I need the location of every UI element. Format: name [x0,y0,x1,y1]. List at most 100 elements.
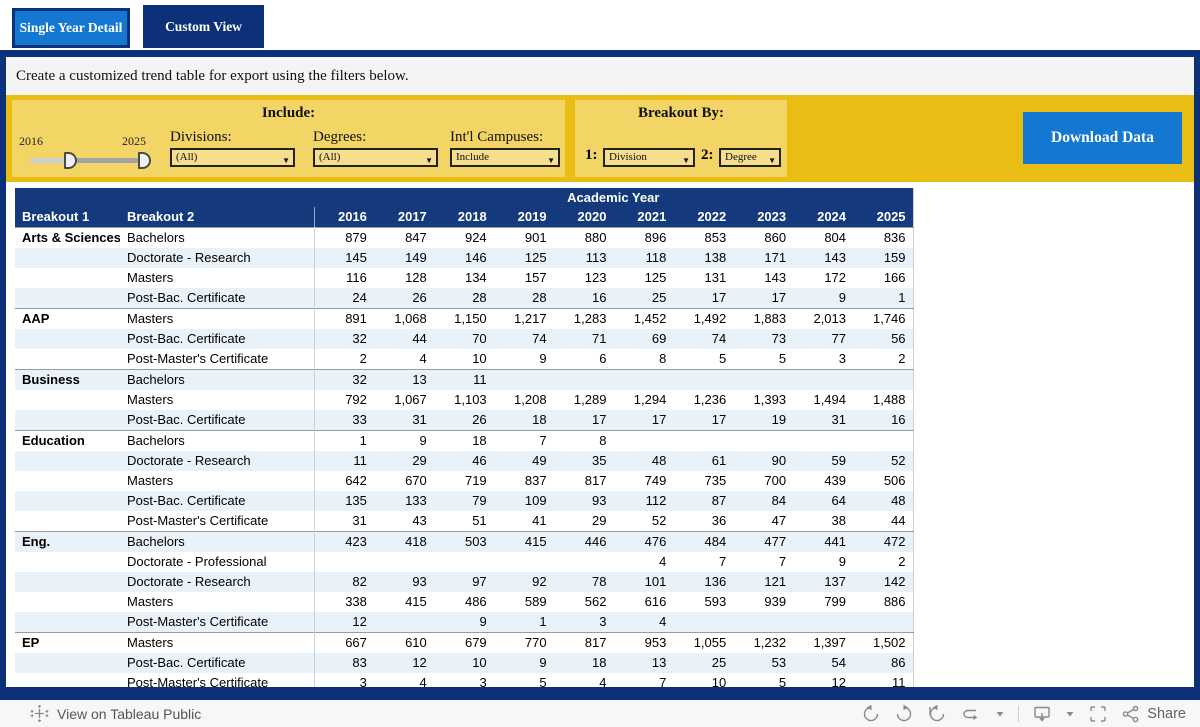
year-value-cell[interactable]: 1,452 [613,307,674,329]
breakout2-cell[interactable]: Post-Bac. Certificate [120,652,314,673]
year-value-cell[interactable] [494,552,554,572]
year-value-cell[interactable]: 593 [704,593,727,609]
year-value-cell[interactable]: 415 [405,593,427,609]
breakout2-dropdown[interactable]: Degree ▼ [719,148,781,167]
year-value-cell[interactable]: 145 [313,247,374,268]
breakout1-cell[interactable] [15,490,120,511]
year-value-cell[interactable]: 8 [659,350,667,366]
year-value-cell[interactable]: 642 [313,470,374,491]
year-value-cell[interactable]: 1,217 [493,307,554,329]
breakout2-cell[interactable]: Masters [127,593,174,609]
slider-handle-right[interactable] [138,152,151,169]
year-value-cell[interactable]: 74 [493,328,554,349]
breakout1-cell[interactable] [15,652,120,673]
year-value-cell[interactable]: 4 [419,350,427,366]
year-value-cell[interactable]: 792 [313,389,374,410]
year-value-cell[interactable]: 31 [313,510,374,531]
undo-icon[interactable] [861,704,881,724]
year-value-cell[interactable]: 19 [733,409,794,430]
breakout1-cell[interactable] [15,471,120,491]
breakout2-cell[interactable]: Bachelors [120,530,314,552]
year-value-cell[interactable]: 1,492 [673,307,734,329]
year-value-cell[interactable] [313,551,374,572]
year-value-cell[interactable]: 52 [853,450,914,471]
breakout2-cell[interactable]: Doctorate - Professional [127,553,267,569]
year-value-cell[interactable]: 924 [433,226,494,248]
year-value-cell[interactable]: 79 [433,490,494,511]
year-value-cell[interactable]: 2 [313,348,374,369]
year-value-cell[interactable]: 17 [733,287,794,308]
year-range-slider-track[interactable] [30,158,148,163]
year-value-cell[interactable]: 418 [373,530,434,552]
breakout2-cell[interactable]: Doctorate - Research [120,571,314,592]
year-value-cell[interactable]: 16 [853,409,914,430]
year-value-cell[interactable]: 891 [313,307,374,329]
year-value-cell[interactable]: 25 [673,652,734,673]
breakout1-cell[interactable] [15,592,120,612]
year-value-cell[interactable]: 610 [373,631,434,653]
year-value-cell[interactable]: 8 [553,429,614,451]
year-value-cell[interactable]: 73 [733,328,794,349]
refresh-icon[interactable] [960,704,982,724]
year-value-cell[interactable]: 12 [831,674,847,688]
year-value-cell[interactable]: 136 [673,571,734,592]
year-value-cell[interactable]: 121 [733,571,794,592]
breakout1-cell[interactable] [15,571,120,592]
year-value-cell[interactable]: 13 [373,368,434,390]
year-value-cell[interactable]: 171 [733,247,794,268]
year-value-cell[interactable]: 25 [613,287,674,308]
year-value-cell[interactable]: 125 [644,269,667,285]
year-value-cell[interactable]: 131 [704,269,727,285]
breakout2-cell[interactable]: Post-Master's Certificate [127,512,269,528]
redo-icon[interactable] [894,704,914,724]
breakout1-cell[interactable] [15,409,120,430]
year-value-cell[interactable] [554,552,614,572]
download-data-button[interactable]: Download Data [1023,112,1182,164]
year-value-cell[interactable]: 133 [373,490,434,511]
year-value-cell[interactable]: 143 [764,269,787,285]
year-value-cell[interactable]: 10 [711,674,727,688]
year-value-cell[interactable] [793,368,854,390]
year-value-cell[interactable]: 1,067 [394,391,427,407]
year-value-cell[interactable]: 886 [883,593,906,609]
year-value-cell[interactable]: 1,488 [872,391,906,407]
year-value-cell[interactable]: 74 [673,328,734,349]
year-value-cell[interactable]: 679 [433,631,494,653]
year-value-cell[interactable]: 36 [711,512,727,528]
year-value-cell[interactable]: 1 [313,429,374,451]
tab-custom-view[interactable]: Custom View [143,5,264,48]
year-value-cell[interactable]: 32 [313,328,374,349]
year-value-cell[interactable]: 860 [733,226,794,248]
year-value-cell[interactable]: 5 [778,674,787,688]
intl-campuses-dropdown[interactable]: Include ▼ [450,148,560,167]
year-value-cell[interactable]: 9 [539,350,547,366]
year-value-cell[interactable]: 83 [313,652,374,673]
divisions-dropdown[interactable]: (All) ▼ [170,148,295,167]
year-value-cell[interactable]: 1,055 [673,631,734,653]
year-value-cell[interactable] [793,429,854,451]
year-value-cell[interactable]: 35 [553,450,614,471]
year-value-cell[interactable]: 157 [524,269,547,285]
year-value-cell[interactable]: 1,746 [853,307,914,329]
year-value-cell[interactable]: 134 [464,269,487,285]
fullscreen-icon[interactable] [1088,704,1108,724]
year-value-cell[interactable]: 70 [433,328,494,349]
year-value-cell[interactable]: 799 [824,593,847,609]
year-value-cell[interactable]: 17 [613,409,674,430]
breakout1-cell[interactable]: Eng. [15,530,120,552]
year-value-cell[interactable]: 116 [313,267,374,288]
year-value-cell[interactable]: 71 [553,328,614,349]
year-value-cell[interactable]: 18 [493,409,554,430]
year-value-cell[interactable]: 149 [373,247,434,268]
year-value-cell[interactable]: 11 [433,368,494,390]
year-value-cell[interactable]: 17 [673,287,734,308]
year-value-cell[interactable]: 44 [373,328,434,349]
year-value-cell[interactable] [733,429,794,451]
year-value-cell[interactable]: 338 [313,591,374,612]
year-value-cell[interactable]: 670 [405,472,427,488]
breakout2-cell[interactable]: Post-Master's Certificate [127,350,269,366]
year-value-cell[interactable]: 616 [644,593,667,609]
year-value-cell[interactable]: 17 [673,409,734,430]
year-value-cell[interactable]: 101 [613,571,674,592]
year-value-cell[interactable]: 53 [733,652,794,673]
